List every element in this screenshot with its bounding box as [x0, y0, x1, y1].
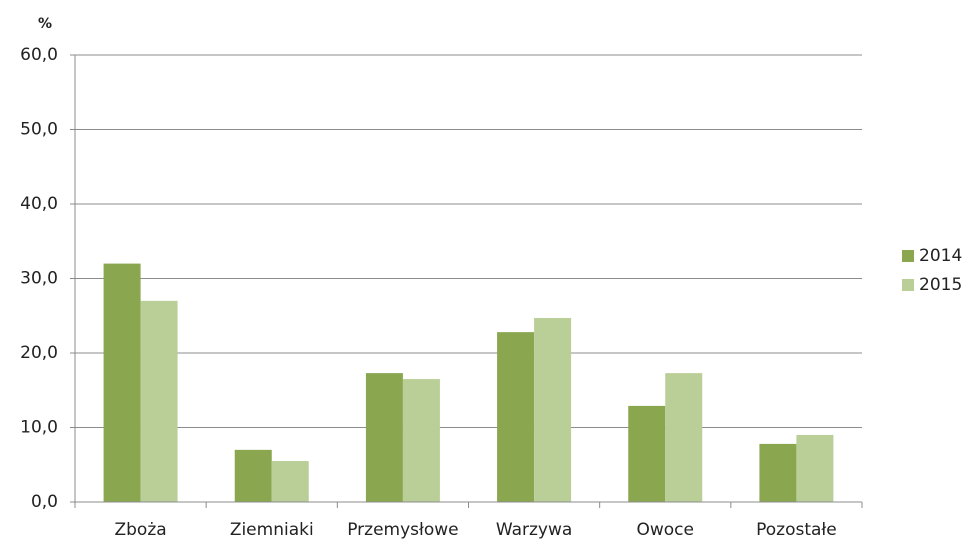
bar	[796, 434, 834, 502]
legend-swatch	[902, 279, 914, 291]
y-tick-label: 0,0	[31, 492, 58, 512]
y-tick-label: 60,0	[20, 45, 58, 65]
x-tick-label: Warzywa	[496, 520, 572, 540]
legend-label: 2014	[919, 246, 962, 266]
bar	[103, 263, 141, 502]
bar	[665, 373, 703, 502]
bar	[534, 317, 572, 502]
bar	[234, 449, 272, 502]
bar	[140, 300, 178, 502]
y-tick-label: 50,0	[20, 120, 58, 140]
bar	[365, 373, 403, 502]
bar	[402, 379, 440, 502]
legend-swatch	[902, 250, 914, 262]
x-tick-label: Ziemniaki	[230, 520, 314, 540]
y-tick-label: 20,0	[20, 343, 58, 363]
y-tick-label: 10,0	[20, 418, 58, 438]
legend-label: 2015	[919, 275, 962, 295]
x-tick-label: Pozostałe	[756, 520, 837, 540]
x-tick-label: Zboża	[114, 520, 166, 540]
y-tick-label: 40,0	[20, 194, 58, 214]
bar	[497, 332, 535, 502]
y-axis-label: %	[38, 16, 52, 32]
bar	[759, 443, 797, 502]
y-tick-label: 30,0	[20, 269, 58, 289]
x-tick-label: Owoce	[637, 520, 695, 540]
bar	[271, 461, 309, 502]
bar	[628, 405, 666, 502]
x-tick-label: Przemysłowe	[347, 520, 458, 540]
